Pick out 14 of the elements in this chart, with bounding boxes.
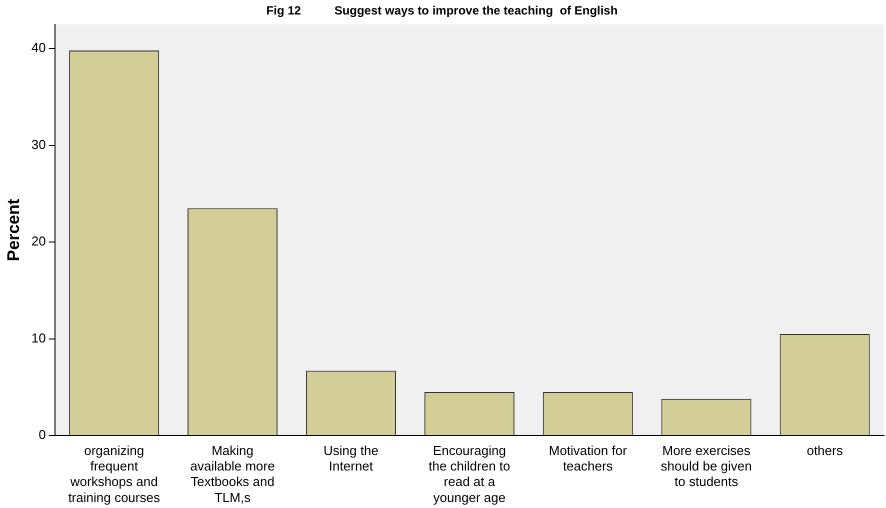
y-tick-label: 20 <box>31 234 46 249</box>
x-tick-label: Encouraging the children to read at a younger age <box>428 442 510 505</box>
x-tick-label: Motivation for teachers <box>548 442 628 474</box>
y-axis-title: Percent <box>4 198 23 262</box>
y-tick-label: 40 <box>31 40 46 56</box>
y-tick-label: 0 <box>38 427 46 442</box>
x-tick-label: More exercises should be given to students <box>660 442 752 490</box>
x-tick-label: Using the Internet <box>324 442 378 474</box>
x-tick-label: others <box>806 442 844 458</box>
chart-title: Fig 12 Suggest ways to improve the teaching of English <box>266 4 618 18</box>
y-tick-label: 30 <box>31 136 46 152</box>
y-tick-label: 10 <box>31 330 46 346</box>
x-tick-label: organizing frequent workshops and training courses <box>68 442 160 505</box>
x-tick-label: Making available more Textbooks and TLM,s <box>190 442 275 505</box>
